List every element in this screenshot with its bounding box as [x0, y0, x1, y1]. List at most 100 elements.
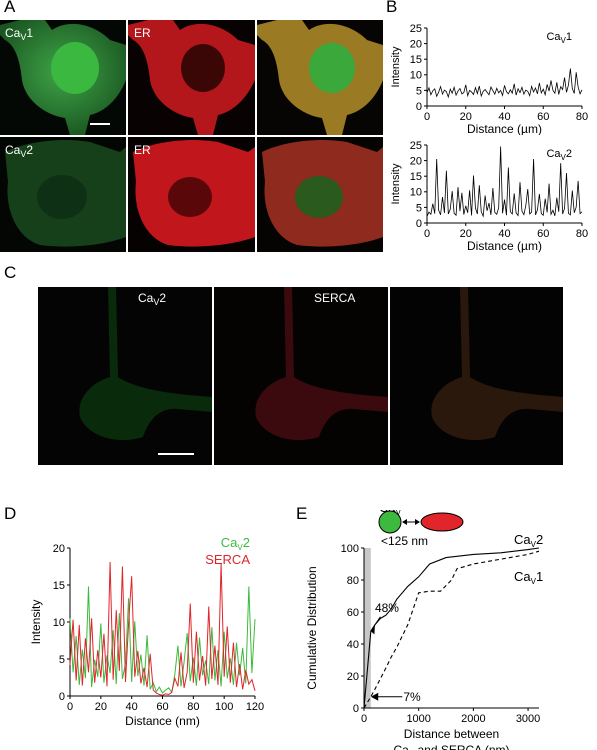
x-tick-label: 120 [246, 701, 264, 713]
annotation-7: 7% [403, 690, 421, 704]
y-axis-label: Intensity [29, 600, 43, 645]
x-axis-label-post: m) [528, 239, 542, 253]
cell-image [79, 287, 212, 441]
x-tick-label: 20 [95, 701, 107, 713]
y-tick-label: 10 [410, 187, 422, 199]
y-tick-label: 5 [416, 202, 422, 214]
arrowhead-left [402, 519, 407, 525]
x-tick-label: 100 [215, 701, 233, 713]
cell-image [5, 140, 126, 247]
label-serca: SERCA [314, 291, 356, 305]
x-tick-label: 40 [126, 701, 138, 713]
cell-image [255, 287, 388, 441]
series-line-0 [69, 586, 256, 694]
label-num: 2 [536, 532, 543, 547]
x-axis-label: Distance (µm) [467, 239, 542, 253]
y-tick-label: 10 [410, 70, 422, 82]
chart-e: 0 1000 2000 3000020406080100CaV2CaV148%7%Di… [305, 510, 543, 750]
cell-image [0, 20, 126, 135]
chart-b-cav2: 0 20 40 60 80 0 5 10 15 20 25 CaV2 Distance (µm) Inte… [390, 140, 588, 253]
micrograph-a-er1: ER [128, 20, 255, 135]
label-main: Ca [514, 532, 531, 547]
y-tick-label: 0 [416, 218, 422, 230]
x-tick-label: 0 [424, 111, 430, 123]
series-label-sub: V [561, 36, 567, 45]
y-axis-label: Cumulative Distribution [305, 566, 319, 689]
micrograph-a-merge2 [257, 137, 383, 252]
label-sub: V [531, 577, 537, 586]
x-tick-label: 80 [576, 228, 588, 240]
y-tick-label: 5 [59, 654, 65, 666]
cell-image [128, 20, 255, 135]
y-tick-label: 20 [410, 155, 422, 167]
x-tick-label: 0 [67, 701, 73, 713]
panel-label-b: B [386, 0, 398, 16]
y-axis-label: Intensity [390, 163, 402, 204]
arrowhead-48 [370, 624, 375, 635]
annotation-48: 48% [375, 601, 399, 615]
series-line-0 [363, 547, 540, 709]
x-tick-label: 20 [460, 228, 472, 240]
label-er: ER [134, 26, 151, 40]
label-cav2: CaV2 [514, 532, 543, 549]
label-sub: V [531, 540, 537, 549]
x-tick-label: 0 [361, 713, 367, 725]
annotation-arrow-48 [371, 616, 381, 630]
x-tick-label: 80 [576, 111, 588, 123]
x-axis-label-mu: µ [521, 239, 528, 253]
y-tick-label: 10 [53, 617, 65, 629]
cell-image [133, 140, 255, 247]
series-label-main: Ca [546, 148, 561, 160]
series-label-main: Ca [546, 31, 561, 43]
x-axis-label: Distance between [404, 727, 499, 741]
x-tick-label: 60 [156, 701, 168, 713]
y-tick-label: 40 [347, 639, 359, 651]
chart-b-cav1: 0 20 40 60 80 0 5 10 15 20 25 CaV1 Distance (µm) Inte… [390, 23, 588, 135]
micrograph-a-cav1: CaV1 [0, 20, 126, 135]
x-tick-label: 60 [537, 111, 549, 123]
y-tick-label: 15 [410, 171, 422, 183]
x-tick-label: 60 [537, 228, 549, 240]
series-label-num: 2 [566, 148, 572, 160]
label-er: ER [134, 143, 151, 157]
micrograph-a-er2: ER [128, 137, 255, 252]
y-tick-label: 60 [347, 607, 359, 619]
arrowhead-7 [370, 692, 379, 701]
series-line-1 [363, 550, 540, 709]
y-tick-label: 0 [416, 101, 422, 113]
y-axis-label: Intensity [390, 46, 402, 87]
x2-main: Ca [393, 743, 409, 750]
x-axis-label-pre: Distance ( [467, 122, 521, 135]
series-label-sub: V [561, 153, 567, 162]
panel-label-c: C [4, 263, 17, 282]
x2-post: and SERCA (nm) [414, 743, 509, 750]
threshold-band [364, 548, 371, 708]
x-tick-label: 0 [424, 228, 430, 240]
x-axis-label: Distance (nm) [125, 714, 200, 728]
label-cav1: CaV1 [514, 569, 543, 586]
label-cav1: CaV1 [5, 26, 34, 42]
micrograph-a-merge1 [257, 20, 383, 135]
y-tick-label: 5 [416, 85, 422, 97]
legend-cav2: CaV2 [221, 535, 250, 552]
y-tick-label: 25 [410, 23, 422, 35]
x-tick-label: 3000 [516, 713, 540, 725]
micrograph-c-cav2: CaV2 [38, 287, 212, 465]
x-axis-label-pre: Distance ( [467, 239, 521, 253]
y-tick-label: 0 [59, 691, 65, 703]
legend-num: 2 [243, 535, 250, 550]
series-label-num: 1 [566, 31, 572, 43]
serca-ellipse [420, 512, 464, 532]
legend-sub: V [237, 543, 243, 552]
x-axis-label-post: m) [528, 122, 542, 135]
label-main: Ca [514, 569, 531, 584]
panel-label-e: E [296, 504, 308, 523]
x-axis-label-mu: µ [521, 122, 528, 135]
cav-circle [378, 510, 402, 534]
x-axis-label-2: CaV and SERCA (nm) [393, 743, 509, 750]
series-line-1 [69, 562, 256, 696]
inset-distance-label: <125 nm [381, 534, 428, 548]
y-tick-label: 100 [341, 543, 359, 555]
arrowhead-right [415, 519, 420, 525]
